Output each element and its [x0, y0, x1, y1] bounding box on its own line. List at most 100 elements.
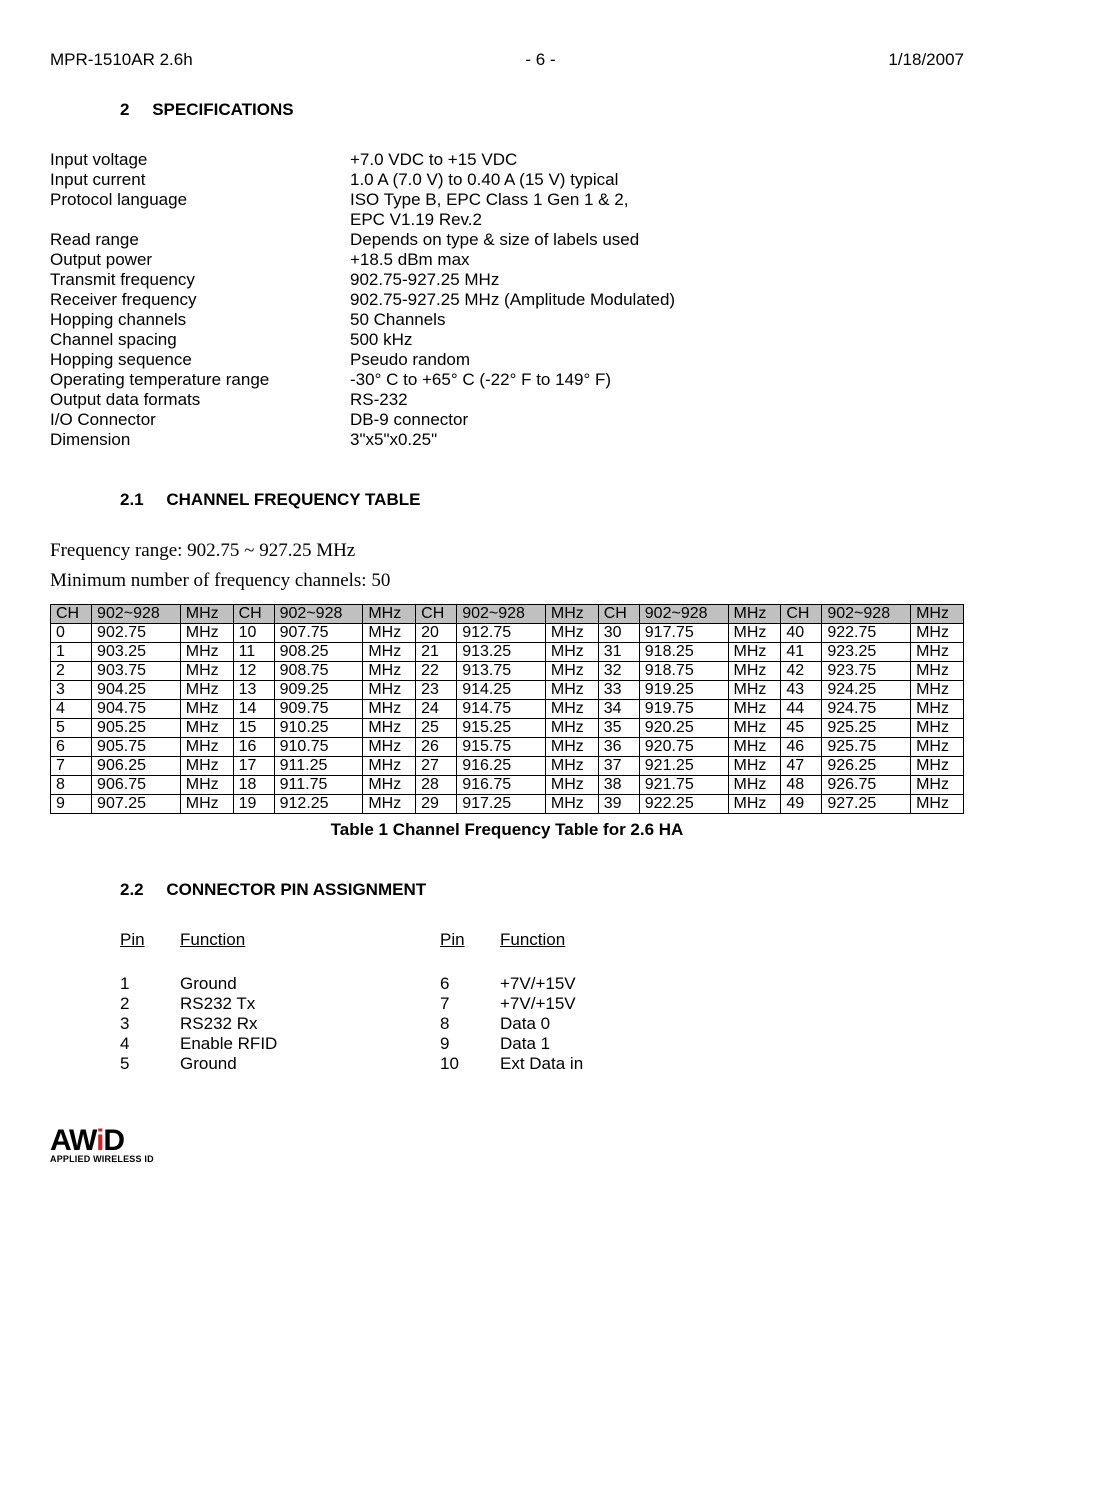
freq-table-cell: 43: [781, 681, 822, 700]
freq-table-cell: MHz: [180, 643, 233, 662]
freq-table-cell: 913.75: [457, 662, 546, 681]
freq-table-row: 3904.25MHz13909.25MHz23914.25MHz33919.25…: [51, 681, 964, 700]
freq-table-row: 2903.75MHz12908.75MHz22913.75MHz32918.75…: [51, 662, 964, 681]
spec-row: Input current1.0 A (7.0 V) to 0.40 A (15…: [50, 170, 964, 190]
freq-table-row: 6905.75MHz16910.75MHz26915.75MHz36920.75…: [51, 738, 964, 757]
freq-table-cell: 47: [781, 757, 822, 776]
freq-table-cell: 927.25: [822, 795, 911, 814]
freq-table-cell: 46: [781, 738, 822, 757]
freq-table-header-cell: CH: [233, 605, 274, 624]
spec-label: Receiver frequency: [50, 290, 350, 310]
freq-table-cell: 28: [416, 776, 457, 795]
spec-label: Input voltage: [50, 150, 350, 170]
freq-table-cell: 5: [51, 719, 92, 738]
freq-table-cell: MHz: [180, 700, 233, 719]
freq-table-cell: 48: [781, 776, 822, 795]
pin-row: 2RS232 Tx7+7V/+15V: [120, 994, 964, 1014]
spec-row: Channel spacing500 kHz: [50, 330, 964, 350]
freq-table-cell: 907.75: [274, 624, 363, 643]
freq-table-row: 8906.75MHz18911.75MHz28916.75MHz38921.75…: [51, 776, 964, 795]
spec-value: ISO Type B, EPC Class 1 Gen 1 & 2,: [350, 190, 964, 210]
spec-label: Hopping sequence: [50, 350, 350, 370]
freq-table-cell: MHz: [728, 700, 781, 719]
freq-table-cell: 16: [233, 738, 274, 757]
freq-table-cell: MHz: [728, 643, 781, 662]
spec-row: Output power+18.5 dBm max: [50, 250, 964, 270]
freq-table-cell: 8: [51, 776, 92, 795]
pin-headers: Pin Function Pin Function: [120, 930, 964, 950]
freq-table-cell: MHz: [180, 662, 233, 681]
freq-table-cell: 14: [233, 700, 274, 719]
section-22-title: CONNECTOR PIN ASSIGNMENT: [166, 880, 426, 899]
freq-table-cell: 920.75: [639, 738, 728, 757]
freq-table-cell: 35: [598, 719, 639, 738]
section-22-num: 2.2: [120, 880, 144, 900]
freq-table-cell: 26: [416, 738, 457, 757]
pin-cell: 2: [120, 994, 180, 1014]
spec-row: EPC V1.19 Rev.2: [50, 210, 964, 230]
freq-table-cell: 922.25: [639, 795, 728, 814]
freq-table-cell: 912.25: [274, 795, 363, 814]
freq-table-cell: MHz: [545, 795, 598, 814]
freq-table-cell: 41: [781, 643, 822, 662]
freq-table-cell: 37: [598, 757, 639, 776]
freq-table-cell: MHz: [363, 738, 416, 757]
freq-table-cell: 911.75: [274, 776, 363, 795]
spec-value: Depends on type & size of labels used: [350, 230, 964, 250]
freq-table-cell: 905.25: [92, 719, 181, 738]
freq-table-cell: 49: [781, 795, 822, 814]
freq-table-header-cell: CH: [781, 605, 822, 624]
section-21-heading: 2.1 CHANNEL FREQUENCY TABLE: [120, 490, 964, 510]
freq-table-cell: 29: [416, 795, 457, 814]
section-2-num: 2: [120, 100, 129, 120]
freq-table-cell: MHz: [363, 795, 416, 814]
freq-table-cell: 7: [51, 757, 92, 776]
freq-table-cell: 923.75: [822, 662, 911, 681]
spec-row: Input voltage+7.0 VDC to +15 VDC: [50, 150, 964, 170]
freq-table-cell: 917.75: [639, 624, 728, 643]
header-center: - 6 -: [525, 50, 555, 70]
spec-value: 902.75-927.25 MHz (Amplitude Modulated): [350, 290, 964, 310]
freq-table-cell: MHz: [911, 624, 964, 643]
freq-table-cell: 916.25: [457, 757, 546, 776]
freq-table-cell: MHz: [728, 624, 781, 643]
awid-logo: AWiD APPLIED WIRELESS ID: [50, 1124, 964, 1164]
freq-table-cell: MHz: [728, 795, 781, 814]
freq-table-cell: 920.25: [639, 719, 728, 738]
freq-table-cell: 917.25: [457, 795, 546, 814]
pin-cell: 7: [440, 994, 500, 1014]
freq-table-header-cell: MHz: [180, 605, 233, 624]
freq-table-cell: 906.25: [92, 757, 181, 776]
freq-table-cell: 903.25: [92, 643, 181, 662]
freq-table-cell: 919.25: [639, 681, 728, 700]
freq-table-cell: MHz: [180, 738, 233, 757]
freq-table-cell: MHz: [911, 662, 964, 681]
pin-cell: 3: [120, 1014, 180, 1034]
pin-cell: 8: [440, 1014, 500, 1034]
spec-row: Output data formatsRS-232: [50, 390, 964, 410]
freq-table-header-cell: CH: [598, 605, 639, 624]
freq-table-cell: MHz: [545, 643, 598, 662]
spec-value: RS-232: [350, 390, 964, 410]
freq-table-cell: 905.75: [92, 738, 181, 757]
freq-table-cell: 19: [233, 795, 274, 814]
freq-table-cell: MHz: [545, 776, 598, 795]
freq-table-cell: 912.75: [457, 624, 546, 643]
freq-table-cell: MHz: [363, 624, 416, 643]
freq-table-cell: MHz: [180, 795, 233, 814]
freq-table-cell: 913.25: [457, 643, 546, 662]
freq-table-cell: 919.75: [639, 700, 728, 719]
freq-table-cell: 903.75: [92, 662, 181, 681]
pin-row: 1Ground6+7V/+15V: [120, 974, 964, 994]
spec-value: 50 Channels: [350, 310, 964, 330]
freq-table-cell: MHz: [911, 776, 964, 795]
freq-table-cell: 21: [416, 643, 457, 662]
freq-table-cell: 909.25: [274, 681, 363, 700]
spec-label: I/O Connector: [50, 410, 350, 430]
freq-table-cell: MHz: [545, 681, 598, 700]
spec-value: EPC V1.19 Rev.2: [350, 210, 964, 230]
freq-table-cell: MHz: [363, 662, 416, 681]
freq-table-cell: 1: [51, 643, 92, 662]
freq-table-cell: 32: [598, 662, 639, 681]
freq-table-cell: 27: [416, 757, 457, 776]
